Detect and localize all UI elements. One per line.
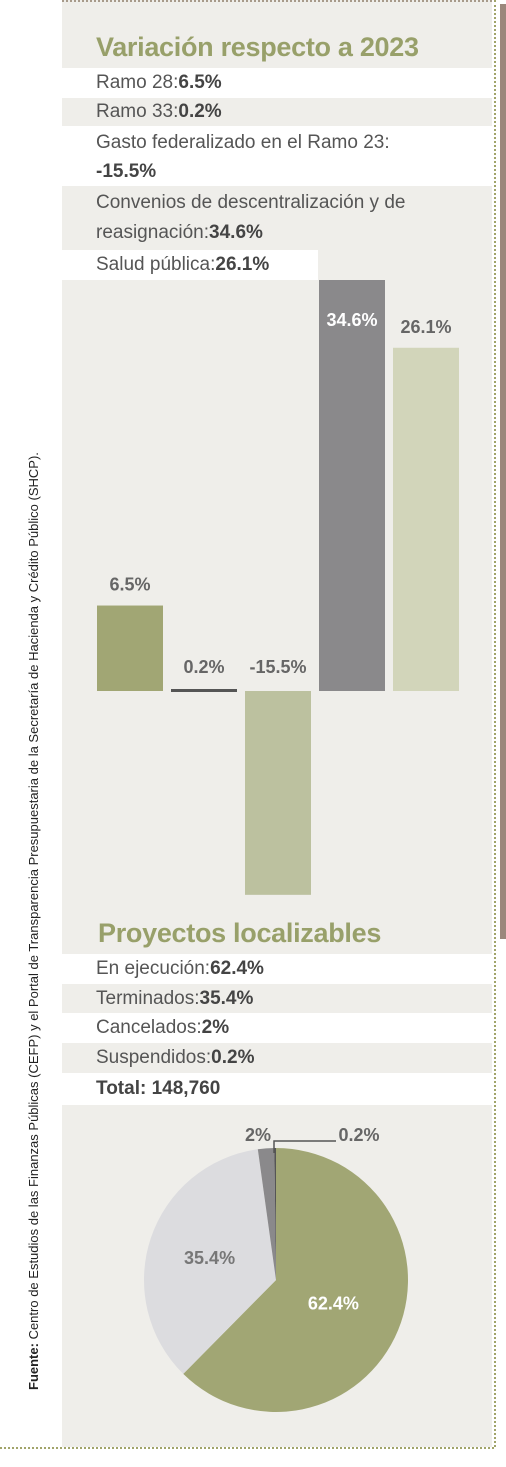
legend-row-terminados: Terminados:35.4%	[62, 984, 492, 1013]
legend-row-ramo28: Ramo 28:6.5%	[62, 68, 492, 98]
bar-3	[319, 280, 385, 691]
legend-row-convenios: Convenios de descentralización y de reas…	[62, 186, 492, 248]
projects-pie-chart: 62.4% 35.4% 2% 0.2%	[144, 1125, 408, 1412]
legend-value: 2%	[201, 1017, 230, 1038]
bar-1	[171, 689, 237, 692]
legend-row-ramo33: Ramo 33:0.2%	[62, 98, 492, 126]
legend-row-ejecucion: En ejecución:62.4%	[62, 954, 492, 984]
total-row: Total: 148,760	[62, 1073, 492, 1105]
bar-value-label: 26.1%	[400, 317, 451, 337]
variation-bar-chart: 6.5% 0.2% -15.5% 34.6% 26.1%	[97, 280, 459, 895]
right-divider	[494, 0, 496, 1447]
legend-name: En ejecución:	[96, 958, 211, 979]
pie-value-label: 0.2%	[338, 1125, 379, 1145]
bar-value-label: 0.2%	[183, 657, 224, 677]
side-accent-bar	[500, 4, 506, 939]
legend-value: 6.5%	[178, 72, 222, 93]
pie-leader-line	[273, 1140, 336, 1153]
legend-row-salud: Salud pública:26.1%	[62, 250, 318, 280]
pie-value-label: 62.4%	[308, 1294, 359, 1314]
pie-slice-3	[274, 1148, 276, 1280]
bar-2	[245, 691, 311, 895]
pie-slice-2	[257, 1148, 276, 1280]
bar-0	[97, 605, 163, 691]
legend-name: Cancelados:	[96, 1017, 202, 1038]
legend-row-ramo23: Gasto federalizado en el Ramo 23: -15.5%	[62, 126, 492, 186]
legend-value: 35.4%	[199, 988, 254, 1009]
legend-name: Terminados:	[96, 988, 200, 1009]
legend-name: Suspendidos:	[96, 1047, 212, 1068]
source-text: Centro de Estudios de las Finanzas Públi…	[26, 452, 41, 1344]
total-value: 148,760	[151, 1078, 221, 1099]
bottom-divider	[0, 1447, 494, 1449]
variation-title: Variación respecto a 2023	[96, 32, 419, 62]
legend-value: 34.6%	[209, 222, 263, 243]
bar-value-label: -15.5%	[249, 657, 306, 677]
legend-value: 62.4%	[210, 958, 264, 979]
bar-4	[393, 347, 459, 691]
source-label: Fuente:	[26, 1343, 41, 1390]
legend-name: Ramo 28:	[96, 72, 179, 93]
legend-name-2: reasignación:	[96, 222, 210, 243]
top-divider	[62, 0, 492, 2]
bar-value-label: 34.6%	[326, 310, 377, 330]
legend-row-suspendidos: Suspendidos:0.2%	[62, 1043, 492, 1073]
legend-name: Gasto federalizado en el Ramo 23:	[96, 132, 390, 153]
legend-row-cancelados: Cancelados:2%	[62, 1013, 492, 1043]
legend-value: -15.5%	[96, 161, 157, 182]
pie-slice-0	[183, 1148, 408, 1412]
legend-value: 0.2%	[178, 101, 222, 122]
total-label: Total:	[96, 1078, 147, 1099]
source-note: Fuente: Centro de Estudios de las Finanz…	[26, 452, 41, 1390]
pie-slice-1	[144, 1149, 276, 1374]
bar-value-label: 6.5%	[109, 575, 150, 595]
legend-value: 26.1%	[215, 254, 270, 275]
projects-title: Proyectos localizables	[98, 918, 382, 948]
legend-name: Salud pública:	[96, 254, 216, 275]
legend-name: Ramo 33:	[96, 101, 179, 122]
pie-value-label: 2%	[245, 1125, 271, 1145]
legend-name: Convenios de descentralización y de	[96, 192, 406, 213]
pie-value-label: 35.4%	[184, 1248, 235, 1268]
legend-value: 0.2%	[211, 1047, 255, 1068]
